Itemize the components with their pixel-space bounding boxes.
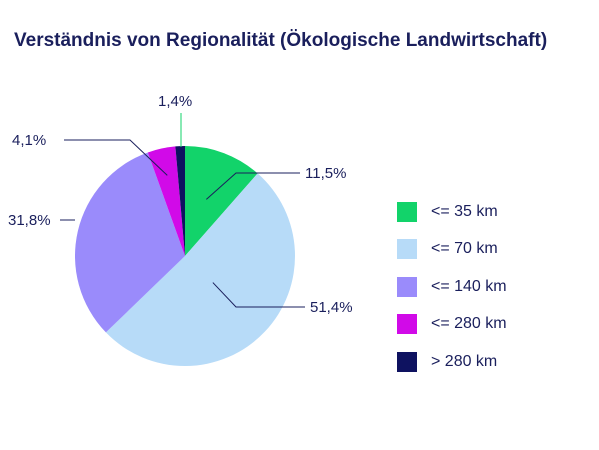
pie-slice — [75, 152, 185, 333]
pie-slice — [105, 173, 296, 367]
leader-line — [206, 172, 300, 200]
leader-line — [212, 282, 305, 308]
legend-item-280km: <= 280 km — [397, 306, 507, 344]
legend-label: <= 35 km — [431, 202, 498, 220]
legend-item-70km: <= 70 km — [397, 231, 507, 269]
data-label: 1,4% — [158, 93, 192, 110]
pie-slice — [147, 146, 185, 256]
chart-title: Verständnis von Regionalität (Ökologisch… — [14, 30, 548, 51]
legend-label: <= 70 km — [431, 240, 498, 258]
legend-swatch — [397, 239, 417, 260]
data-label: 11,5% — [305, 165, 346, 182]
data-label: 31,8% — [8, 212, 51, 229]
legend-item-140km: <= 140 km — [397, 268, 507, 306]
leader-lines — [60, 113, 305, 308]
data-label: 4,1% — [12, 132, 46, 149]
legend-label: <= 280 km — [431, 315, 507, 333]
data-label: 51,4% — [310, 299, 353, 316]
data-labels: 11,5% 51,4% 31,8% 4,1% 1,4% — [8, 93, 353, 316]
legend-item-35km: <= 35 km — [397, 193, 507, 231]
legend-label: <= 140 km — [431, 277, 507, 295]
legend-swatch — [397, 276, 417, 297]
pie-slices — [75, 146, 296, 367]
legend-swatch — [397, 314, 417, 335]
legend-swatch — [397, 351, 417, 372]
legend: <= 35 km <= 70 km <= 140 km <= 280 km > … — [397, 193, 507, 381]
legend-item-over-280km: > 280 km — [397, 343, 507, 381]
legend-label: > 280 km — [431, 352, 498, 370]
pie-slice — [175, 146, 185, 256]
legend-swatch — [397, 201, 417, 222]
leader-line — [64, 139, 168, 176]
